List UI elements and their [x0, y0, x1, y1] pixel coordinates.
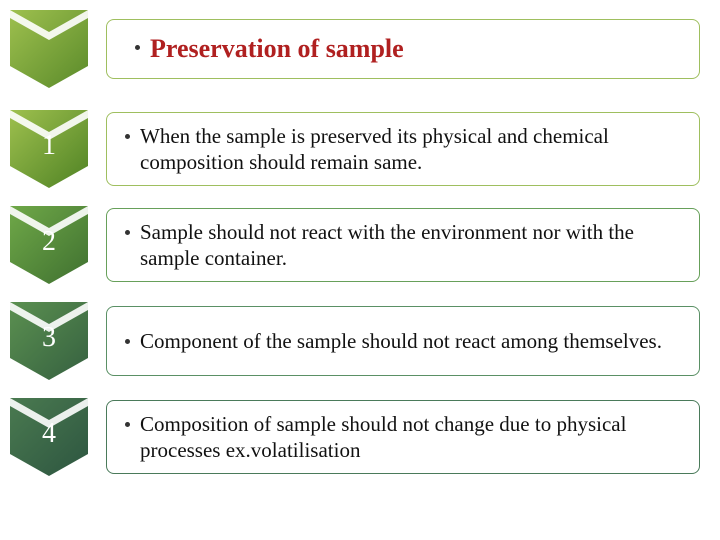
chevron-number: 3 [42, 322, 56, 354]
list-row-4: 4 Composition of sample should not chang… [10, 398, 700, 476]
text-box-3: Component of the sample should not react… [106, 306, 700, 376]
title-row: Preservation of sample [10, 10, 700, 88]
chevron-number: 4 [42, 418, 56, 450]
list-row-2: 2 Sample should not react with the envir… [10, 206, 700, 284]
chevron-2: 2 [10, 206, 88, 284]
bullet-icon [125, 230, 130, 235]
chevron-icon [10, 10, 88, 88]
chevron-4: 4 [10, 398, 88, 476]
chevron-number: 2 [42, 226, 56, 258]
title-text: Preservation of sample [150, 34, 404, 64]
chevron-3: 3 [10, 302, 88, 380]
chevron-number: 1 [42, 130, 56, 162]
bullet-icon [125, 422, 130, 427]
item-text: When the sample is preserved its physica… [140, 123, 685, 176]
bullet-icon [125, 339, 130, 344]
text-box-2: Sample should not react with the environ… [106, 208, 700, 283]
list-row-3: 3 Component of the sample should not rea… [10, 302, 700, 380]
item-text: Component of the sample should not react… [140, 328, 662, 354]
bullet-icon [125, 134, 130, 139]
bullet-icon [135, 45, 140, 50]
item-text: Sample should not react with the environ… [140, 219, 685, 272]
item-text: Composition of sample should not change … [140, 411, 685, 464]
text-box-4: Composition of sample should not change … [106, 400, 700, 475]
title-text-box: Preservation of sample [106, 19, 700, 79]
chevron-1: 1 [10, 110, 88, 188]
list-row-1: 1 When the sample is preserved its physi… [10, 110, 700, 188]
title-chevron [10, 10, 88, 88]
text-box-1: When the sample is preserved its physica… [106, 112, 700, 187]
